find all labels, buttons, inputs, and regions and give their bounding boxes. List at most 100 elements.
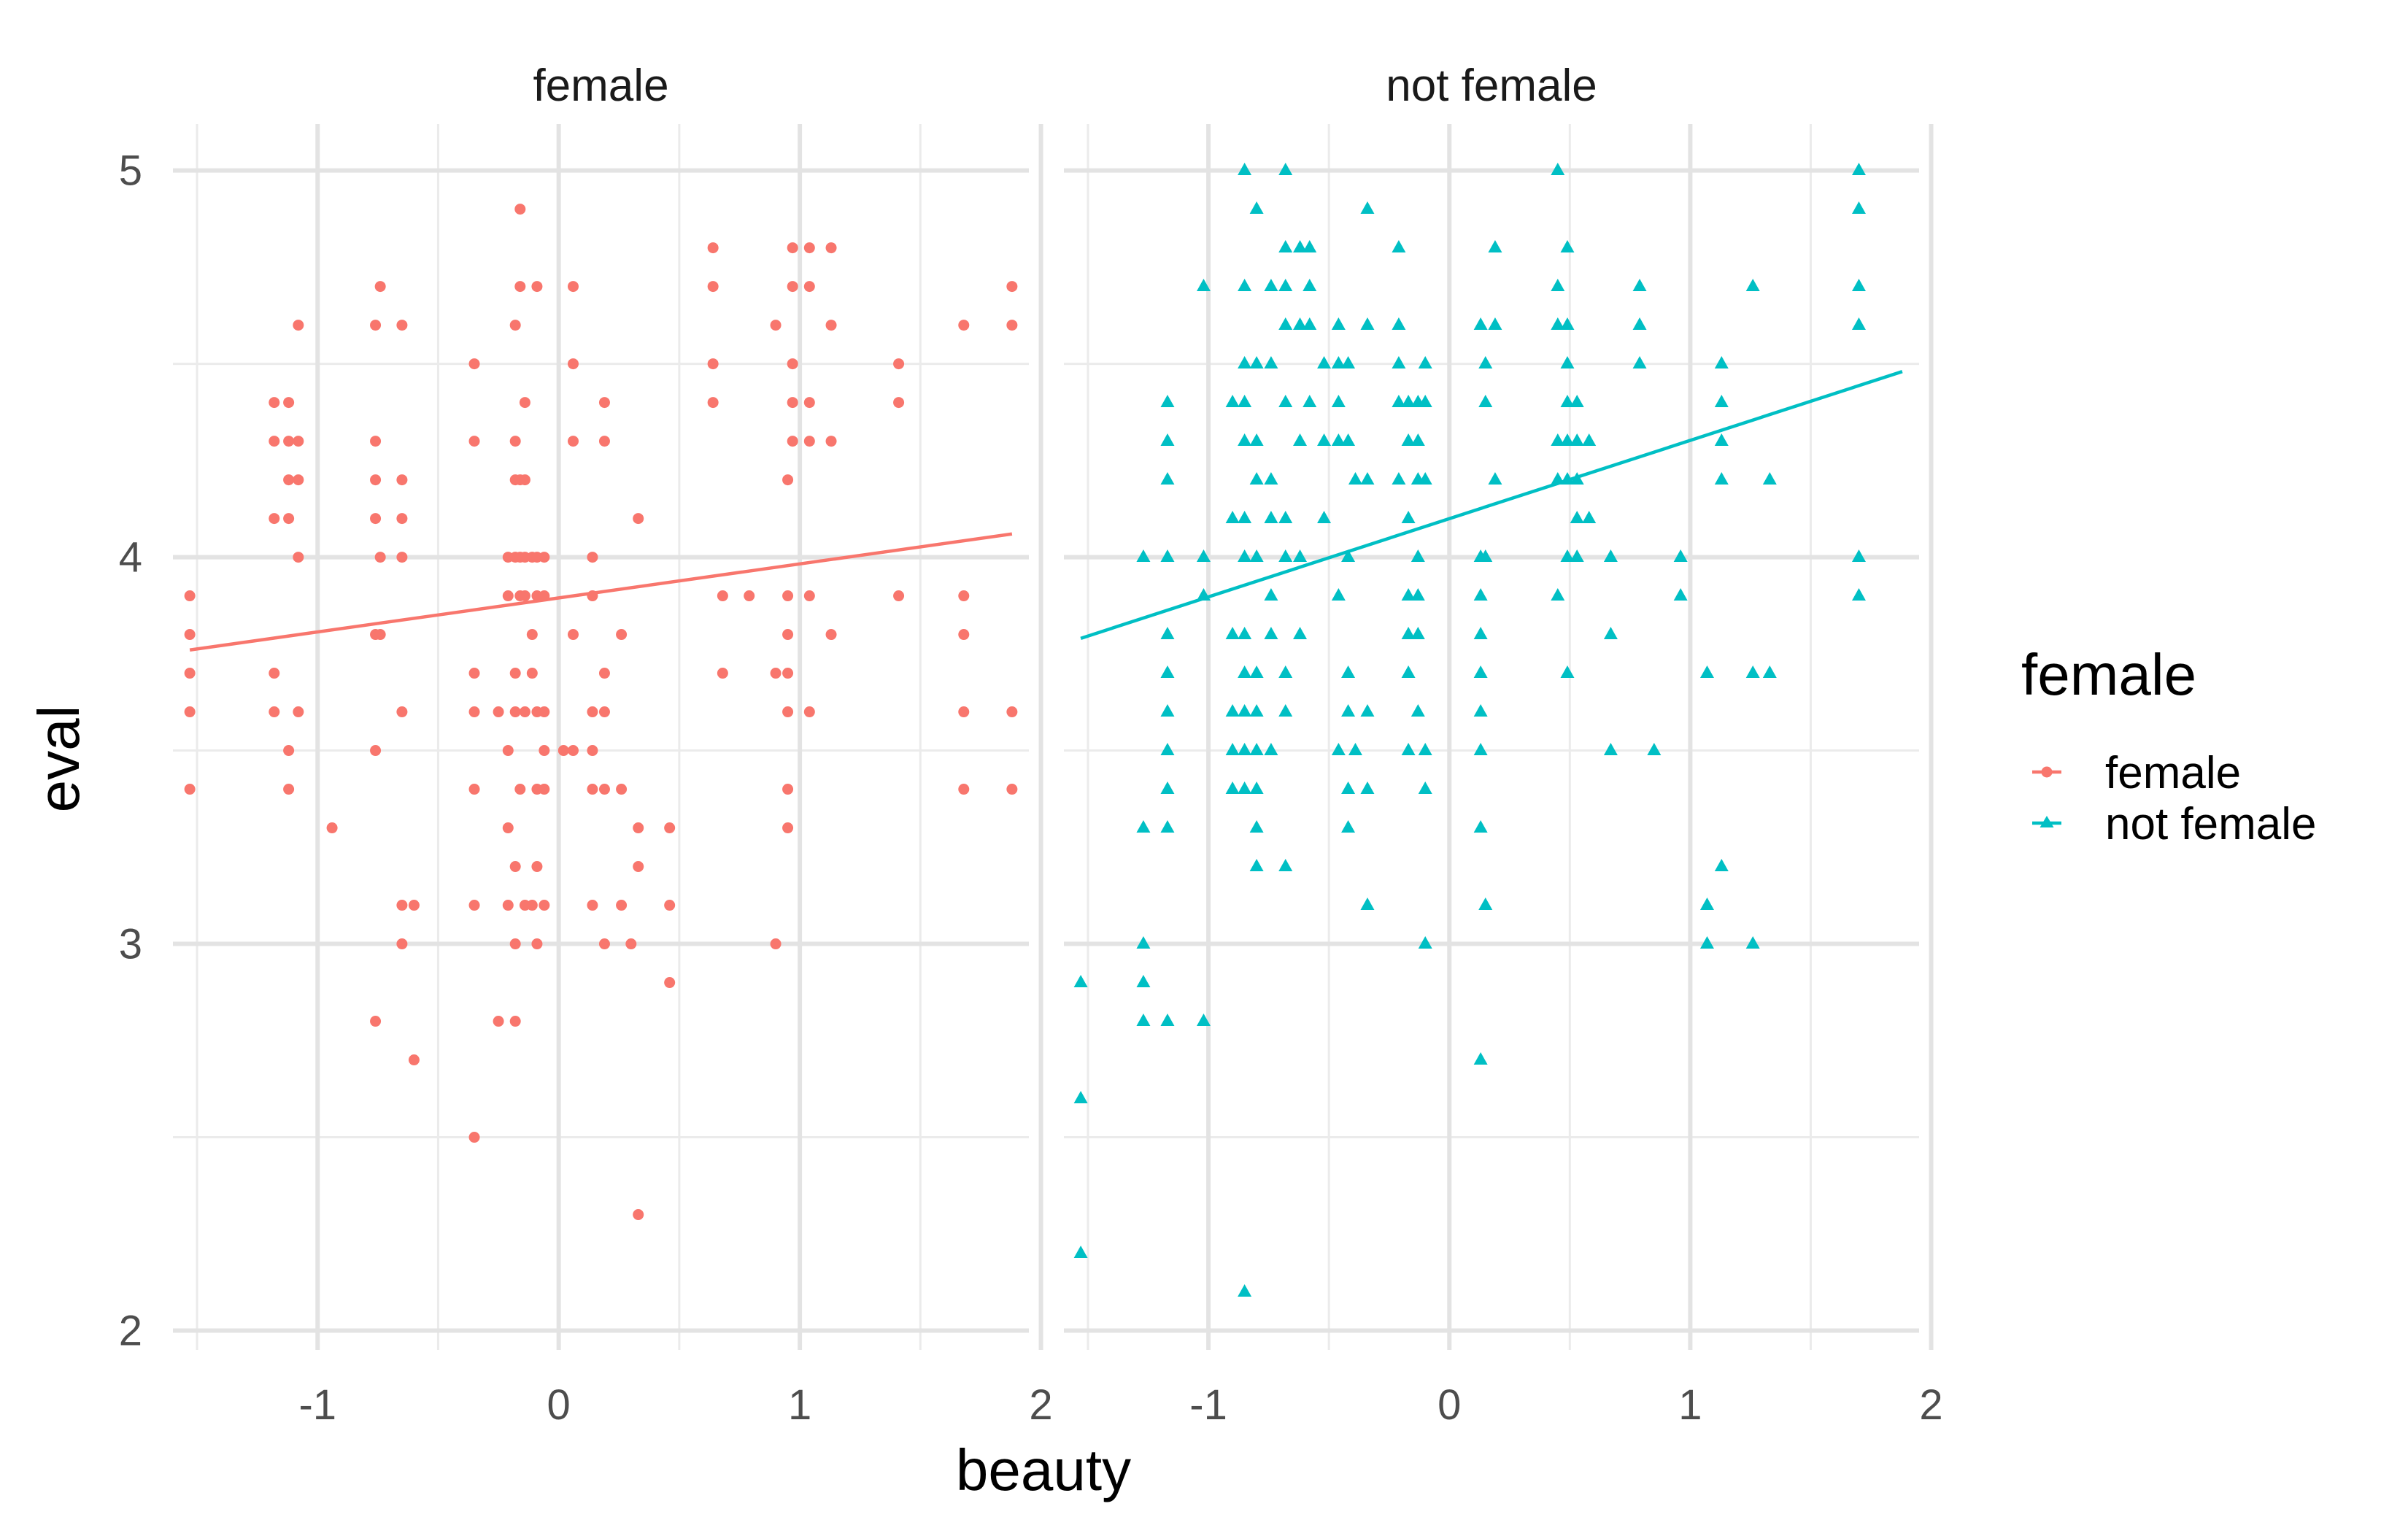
x-tick-label: 2 <box>1919 1381 1942 1429</box>
data-point <box>1699 665 1714 679</box>
data-point <box>1249 201 1264 215</box>
legend-entry: female <box>2032 748 2241 798</box>
data-point <box>893 590 905 602</box>
data-point <box>1293 549 1308 563</box>
data-point <box>1293 240 1308 253</box>
data-point <box>283 436 295 447</box>
legend-label: not female <box>2105 799 2317 849</box>
data-point <box>1238 627 1252 640</box>
data-point <box>1551 588 1565 601</box>
data-point <box>1473 1051 1488 1065</box>
data-point <box>1196 549 1211 563</box>
data-point <box>531 861 543 873</box>
data-point <box>958 590 970 602</box>
data-point <box>787 358 798 370</box>
data-point <box>1264 472 1278 485</box>
data-point <box>1714 472 1729 485</box>
data-point <box>539 784 550 795</box>
data-point <box>396 706 408 718</box>
x-tick-label: 1 <box>1678 1381 1702 1429</box>
data-point <box>1006 706 1018 718</box>
data-point <box>283 513 295 525</box>
data-point <box>1341 665 1356 679</box>
data-point <box>1762 665 1777 679</box>
data-point <box>1249 743 1264 756</box>
data-point <box>1160 665 1175 679</box>
data-point <box>509 320 521 331</box>
data-point <box>468 668 480 679</box>
data-point <box>509 938 521 950</box>
data-point <box>557 745 569 757</box>
data-point <box>1278 240 1293 253</box>
data-point <box>1851 279 1866 292</box>
data-point <box>1418 356 1432 369</box>
data-point <box>1418 743 1432 756</box>
data-point <box>493 706 504 718</box>
data-point <box>408 900 420 911</box>
data-point <box>374 629 386 641</box>
data-point <box>1341 704 1356 717</box>
data-point <box>1264 588 1278 601</box>
data-point <box>707 242 719 254</box>
data-point <box>396 320 408 331</box>
x-tick-label: -1 <box>1189 1381 1227 1429</box>
data-point <box>1264 279 1278 292</box>
x-tick-label: -1 <box>298 1381 336 1429</box>
data-point <box>1360 704 1375 717</box>
data-point <box>1348 472 1362 485</box>
data-point <box>283 474 295 486</box>
data-point <box>1238 163 1252 176</box>
data-point <box>468 1132 480 1143</box>
data-point <box>1603 627 1618 640</box>
y-axis-title: eval <box>26 706 91 813</box>
data-point <box>1699 935 1714 949</box>
data-point <box>633 1209 644 1221</box>
data-point <box>1418 781 1432 795</box>
data-point <box>1293 317 1308 331</box>
data-point <box>1238 511 1252 524</box>
data-point <box>370 513 382 525</box>
data-point <box>633 822 644 834</box>
data-point <box>539 706 550 718</box>
data-point <box>1317 511 1332 524</box>
data-point <box>587 552 598 563</box>
data-point <box>1473 317 1488 331</box>
data-point <box>1238 1284 1252 1297</box>
data-point <box>1160 627 1175 640</box>
data-point <box>1418 935 1432 949</box>
data-point <box>1673 549 1688 563</box>
data-point <box>539 552 550 563</box>
data-point <box>598 938 610 950</box>
data-point <box>1401 743 1416 756</box>
data-point <box>1303 279 1317 292</box>
data-point <box>1401 627 1416 640</box>
data-point <box>1411 627 1425 640</box>
data-point <box>825 320 837 331</box>
data-point <box>1473 743 1488 756</box>
data-point <box>1278 665 1293 679</box>
data-point <box>1341 820 1356 833</box>
data-point <box>568 281 579 293</box>
data-point <box>1473 627 1488 640</box>
data-point <box>1225 781 1240 795</box>
data-point <box>374 281 386 293</box>
data-point <box>1341 781 1356 795</box>
data-point <box>1488 240 1502 253</box>
data-point <box>1073 1090 1088 1103</box>
data-point <box>1714 356 1729 369</box>
data-point <box>509 1016 521 1027</box>
data-point <box>1136 1013 1151 1026</box>
data-point <box>526 668 538 679</box>
data-point <box>1851 317 1866 331</box>
data-point <box>269 436 280 447</box>
data-point <box>1073 974 1088 987</box>
data-point <box>396 474 408 486</box>
data-point <box>293 474 304 486</box>
data-point <box>519 706 530 718</box>
data-point <box>1160 704 1175 717</box>
data-point <box>1560 549 1575 563</box>
data-point <box>568 436 579 447</box>
data-point <box>707 281 719 293</box>
data-point <box>598 397 610 409</box>
